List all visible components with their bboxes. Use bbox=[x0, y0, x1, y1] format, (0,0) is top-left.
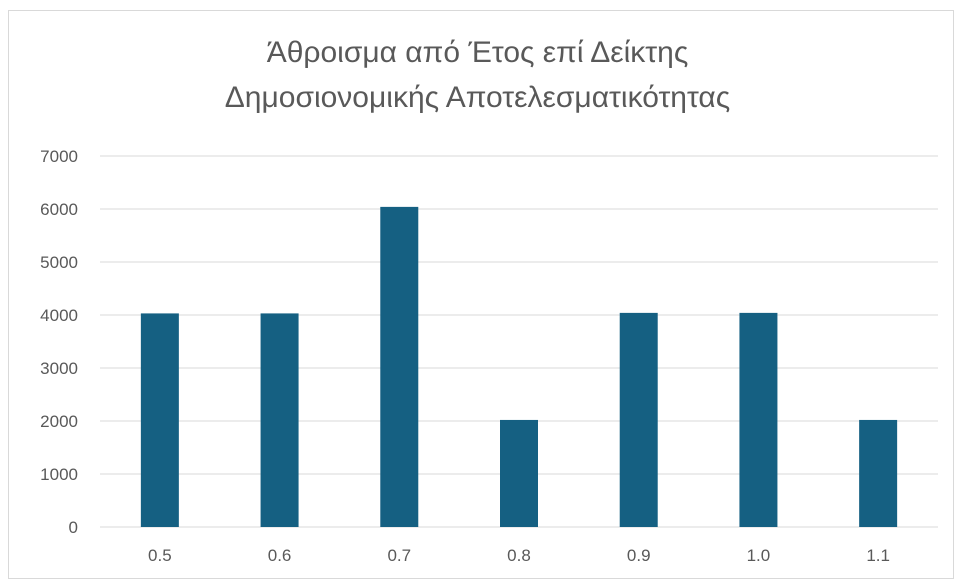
x-axis-ticks: 0.5 0.6 0.7 0.8 0.9 1.0 1.1 bbox=[148, 546, 890, 565]
y-tick-label: 0 bbox=[69, 518, 78, 537]
bar bbox=[500, 419, 538, 527]
x-tick-label: 1.1 bbox=[866, 546, 890, 565]
chart-title-line-2: Δημοσιονομικής Αποτελεσματικότητας bbox=[224, 81, 731, 114]
x-tick-label: 1.0 bbox=[747, 546, 771, 565]
bar bbox=[739, 312, 778, 527]
y-axis-ticks: 0 1000 2000 3000 4000 5000 6000 7000 bbox=[40, 147, 78, 537]
bar bbox=[380, 206, 419, 527]
x-tick-label: 0.8 bbox=[507, 546, 531, 565]
y-tick-label: 5000 bbox=[40, 253, 78, 272]
bars bbox=[140, 206, 898, 527]
y-tick-label: 1000 bbox=[40, 465, 78, 484]
bar bbox=[260, 313, 299, 527]
bar bbox=[619, 312, 658, 527]
bar bbox=[140, 313, 179, 527]
bar bbox=[859, 419, 898, 527]
x-tick-label: 0.6 bbox=[268, 546, 292, 565]
y-tick-label: 4000 bbox=[40, 306, 78, 325]
chart-title: Άθροισμα από Έτος επί Δείκτης Δημοσιονομ… bbox=[0, 30, 955, 120]
x-tick-label: 0.7 bbox=[387, 546, 411, 565]
y-tick-label: 6000 bbox=[40, 200, 78, 219]
x-tick-label: 0.5 bbox=[148, 546, 172, 565]
y-tick-label: 3000 bbox=[40, 359, 78, 378]
y-tick-label: 2000 bbox=[40, 412, 78, 431]
x-tick-label: 0.9 bbox=[627, 546, 651, 565]
y-tick-label: 7000 bbox=[40, 147, 78, 166]
chart-title-line-1: Άθροισμα από Έτος επί Δείκτης bbox=[266, 36, 689, 69]
